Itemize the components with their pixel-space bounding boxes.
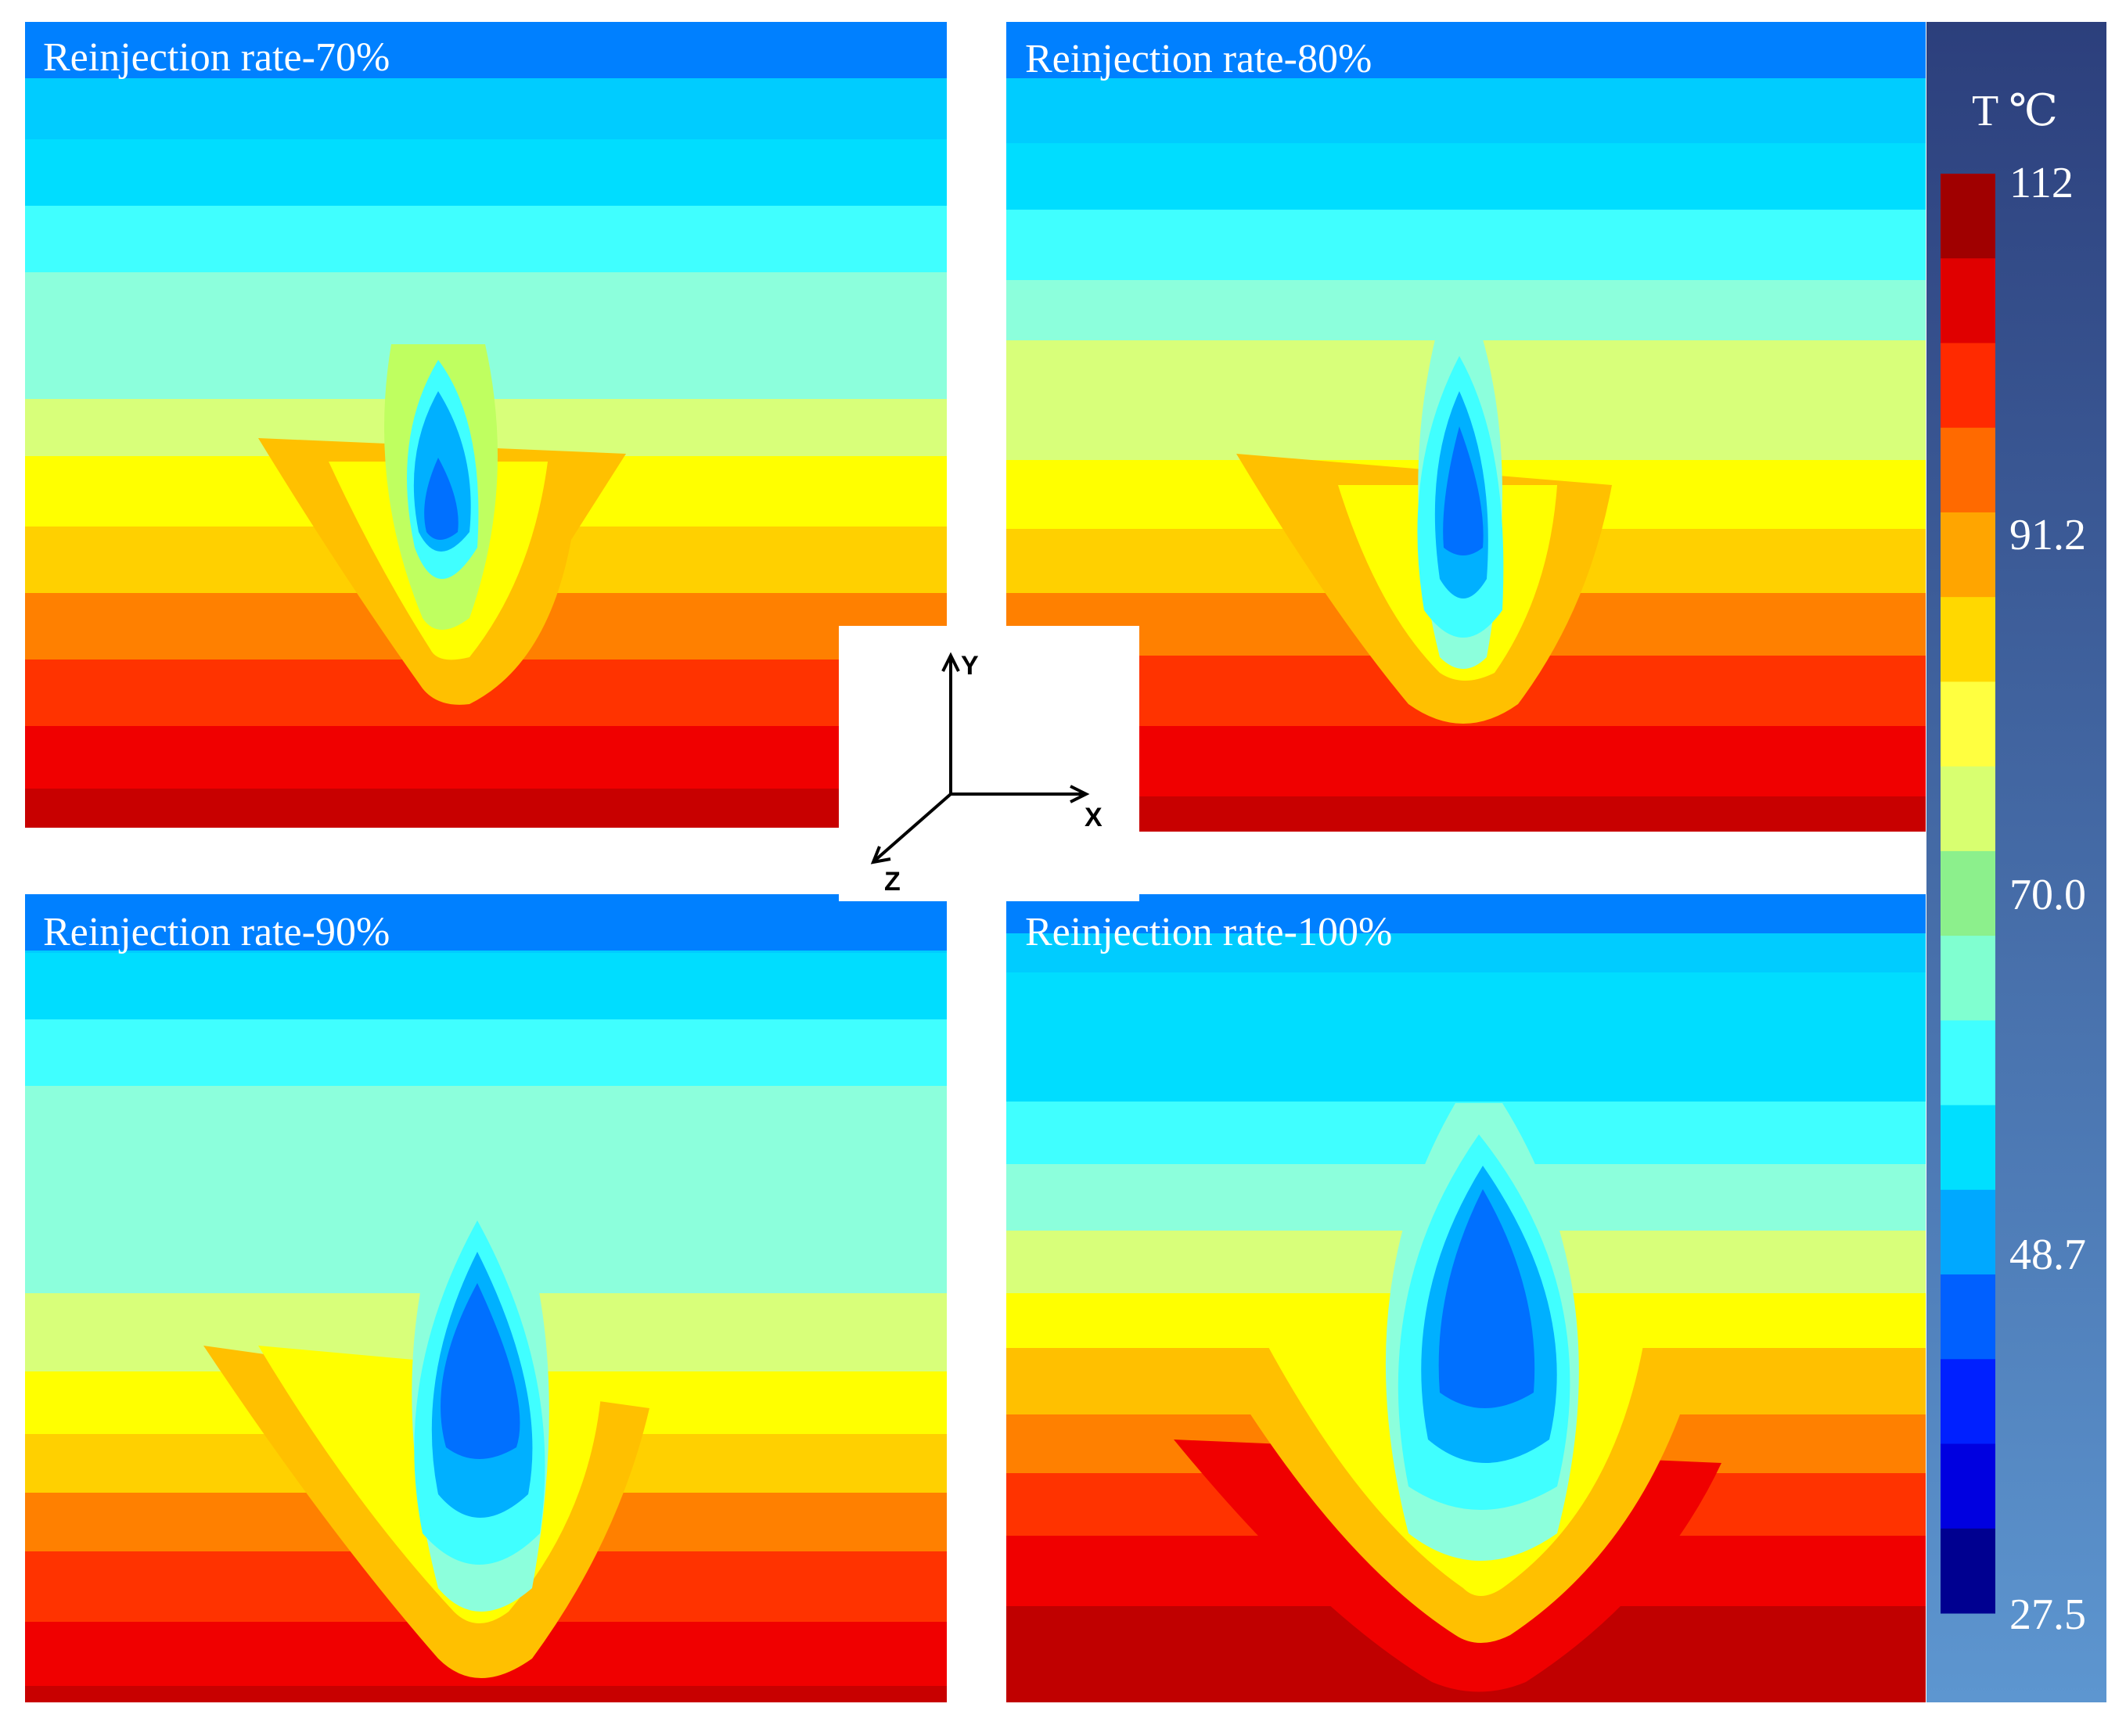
panel-90: Reinjection rate-90% <box>25 894 947 1702</box>
panel-title: Reinjection rate-70% <box>43 35 390 80</box>
z-axis-label: Z <box>884 867 901 897</box>
colorbar-band <box>1941 1105 1995 1191</box>
plume-core <box>1443 426 1484 555</box>
colorbar-bands <box>1941 174 1995 1614</box>
plume-core <box>1438 1189 1535 1408</box>
panel-80: Reinjection rate-80% <box>1006 22 1926 832</box>
colorbar-band <box>1941 597 1995 682</box>
panel-70: Reinjection rate-70% <box>25 22 947 828</box>
axes-indicator: Y X Z <box>839 626 1139 901</box>
panel-title: Reinjection rate-80% <box>1025 37 1372 81</box>
colorbar-tick-48-7: 48.7 <box>2009 1231 2086 1279</box>
colorbar-band <box>1941 1020 1995 1106</box>
colorbar-tick-112: 112 <box>2009 159 2074 207</box>
colorbar-band <box>1941 1359 1995 1445</box>
colorbar-band <box>1941 512 1995 598</box>
colorbar-band <box>1941 936 1995 1021</box>
y-axis-label: Y <box>961 651 979 681</box>
colorbar-band <box>1941 174 1995 259</box>
colorbar: T ℃ 112 91.2 70.0 48.7 27.5 <box>1926 22 2106 1702</box>
z-axis <box>873 793 952 862</box>
colorbar-band <box>1941 427 1995 513</box>
colorbar-band <box>1941 343 1995 429</box>
colorbar-band <box>1941 1189 1995 1275</box>
colorbar-band <box>1941 1443 1995 1529</box>
colorbar-tick-27-5: 27.5 <box>2009 1590 2086 1639</box>
colorbar-band <box>1941 1528 1995 1614</box>
panel-title: Reinjection rate-100% <box>1025 910 1392 954</box>
colorbar-band <box>1941 258 1995 343</box>
x-axis-label: X <box>1085 803 1103 832</box>
colorbar-title: T ℃ <box>1972 87 2058 135</box>
panel-title: Reinjection rate-90% <box>43 910 390 954</box>
colorbar-band <box>1941 766 1995 852</box>
plume-core <box>441 1283 520 1459</box>
colorbar-band <box>1941 1274 1995 1360</box>
plume-core <box>424 458 459 540</box>
colorbar-tick-70-0: 70.0 <box>2009 871 2086 919</box>
colorbar-band <box>1941 850 1995 936</box>
panel-100: Reinjection rate-100% <box>1006 894 1926 1702</box>
colorbar-band <box>1941 681 1995 767</box>
colorbar-tick-91-2: 91.2 <box>2009 511 2086 559</box>
